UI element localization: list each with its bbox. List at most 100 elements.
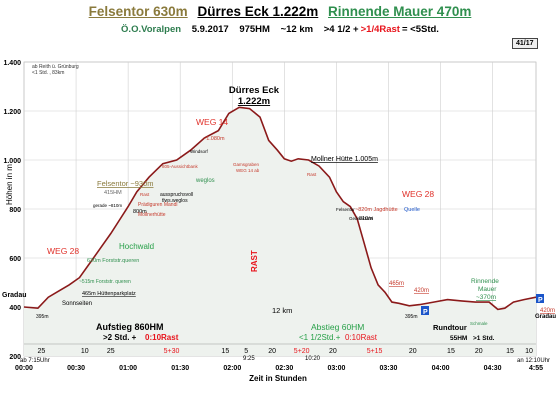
time-segment-label: 25 [37,348,45,355]
x-tick-label: 02:00 [223,365,241,372]
time-segment-label: 10 [81,348,89,355]
y-tick-label: 400 [9,305,21,312]
distance: ~12 km [280,24,314,35]
time-segment-label: 20 [409,348,417,355]
rast-2: Rast [307,172,317,177]
rundtour-time: >1 Std. [473,335,495,342]
quelle: Quelle [404,207,420,213]
time-segment-label: 15 [221,348,229,355]
source-note-2: <1 Std. , 83km [32,70,64,76]
forststr-1: ~515m Forststr. queren [79,279,131,285]
x-tick-label: 03:30 [380,365,398,372]
praedigurenmandl: Prädiguren Mandl [138,202,177,208]
rundtour-hm: 55HM [450,335,467,342]
annotations: ab Reith ü. Grünburg <1 Std. , 83km Höhe… [2,64,556,383]
height-465: 465m [389,281,404,287]
y-tick-label: 1.000 [3,158,21,165]
weglos: weglos [195,178,215,184]
subtitle-line: Ö.O.Voralpen 5.9.2017 975HM ~12 km >4 1/… [0,24,560,35]
title-line: Felsentor 630m Dürres Eck 1.222m Rinnend… [0,4,560,19]
x-tick-label: 02:30 [275,365,293,372]
gradau-left: Gradau [2,292,27,299]
y-axis: 1.400 1.200 1.000 800 600 400 200 [3,60,21,361]
title-rinnende-mauer: Rinnende Mauer 470m [328,4,472,19]
hochwald: Hochwald [119,242,154,251]
x-tick-label: 01:30 [171,365,189,372]
profile-area [24,107,536,356]
mauer: Mauer [478,286,497,293]
profile-fill-group [24,107,536,356]
abstieg: Abstieg 60HM [311,322,364,332]
x-tick-label: 00:00 [15,365,33,372]
height-800: 800m [133,209,147,215]
page-badge: 41/17 [512,38,538,49]
aufstieg-time: >2 Std. + [103,333,137,342]
time-segment-label: 5 [244,348,248,355]
rast-vertical: RAST [250,250,259,272]
gerade-810: gerade ~810m [93,203,122,208]
y-tick-label: 1.400 [3,60,21,67]
chart-header: Felsentor 630m Dürres Eck 1.222m Rinnend… [0,0,560,62]
time-1020: 10:20 [305,356,321,362]
time-segment-label: 10 [525,348,533,355]
mollnerhuette-small: Mollnerhütte [138,212,166,218]
weg28-left: WEG 28 [47,246,79,256]
tlws-weglos: tlws.weglos [162,198,188,204]
bottom-time-strip: 25 10 25 5+30 15 5 20 5+20 20 5+15 20 15 20 15 10 [24,343,536,355]
rast-1: Rast [140,192,150,197]
felsentor-label: Felsentor ~930m [97,179,154,188]
x-tick-label: 03:00 [327,365,345,372]
height-810: 810m [359,216,373,222]
sonnseiten: Sonnseiten [62,301,92,307]
date: 5.9.2017 [191,24,229,35]
height-420-a: 420m [414,288,429,294]
huettenparkplatz: 465m Hüttenparkplatz [82,291,136,297]
y-tick-label: 600 [9,256,21,263]
weg28-right: WEG 28 [402,189,434,199]
schmal: Schmale [470,321,488,326]
windsorf: Windsorf [190,149,209,154]
region: Ö.O.Voralpen [121,24,182,35]
duerres-eck-label: Dürres Eck [229,85,280,96]
height-395-b: 395m [405,314,418,320]
time-segment-label: 5+15 [367,348,383,355]
end-time: an 12:10Uhr [517,358,550,364]
title-felsentor: Felsentor 630m [88,4,188,19]
time-segment-label: 15 [447,348,455,355]
parking-right: P [423,309,428,316]
height-395-a: 395m [36,314,49,320]
mauer-height: ~370m [476,294,496,301]
x-tick-label: 4:55 [529,365,543,372]
weg14: WEG 14 [196,117,228,127]
y-tick-label: 1.200 [3,109,21,116]
time-segment-label: 5+30 [164,348,180,355]
x-tick-label: 04:00 [432,365,450,372]
aussichtsbank: 805-Aussichtbank [162,164,199,169]
parking-left-box [536,294,544,303]
time-rast: >1/4Rast [360,24,400,35]
abstieg-time: <1 1/2Std.+ [299,333,341,342]
x-tick-label: 01:00 [119,365,137,372]
time-segment-label: 20 [268,348,276,355]
x-axis-label: Zeit in Stunden [249,374,307,383]
time-segment-label: 20 [475,348,483,355]
gamsgraben: Gamsgraben [233,162,260,167]
aufstieg: Aufstieg 860HM [96,322,164,332]
jagdhuette: ~820m Jagdhütte [355,207,398,213]
x-axis: 00:00 00:30 01:00 01:30 02:00 02:30 03:00 03:30… [15,365,543,372]
abstieg-rast: 0:10Rast [345,333,378,342]
title-duerres-eck: Dürres Eck 1.222m [197,4,319,19]
rinnende: Rinnende [471,278,499,285]
distance-12km: 12 km [272,306,292,315]
total-hm: 975HM [239,24,270,35]
time-925: 9:25 [243,356,255,362]
time-total: = <5Std. [401,24,439,35]
time-segment-label: 15 [506,348,514,355]
source-note: ab Reith ü. Grünburg [32,64,79,70]
time-segment-label: 5+20 [294,348,310,355]
felsentor-small: Felsentor [336,207,355,212]
gedenktafel: Gedenktafel [349,216,373,221]
time-a: >4 1/2 + [323,24,359,35]
profile-line-group [23,106,537,311]
